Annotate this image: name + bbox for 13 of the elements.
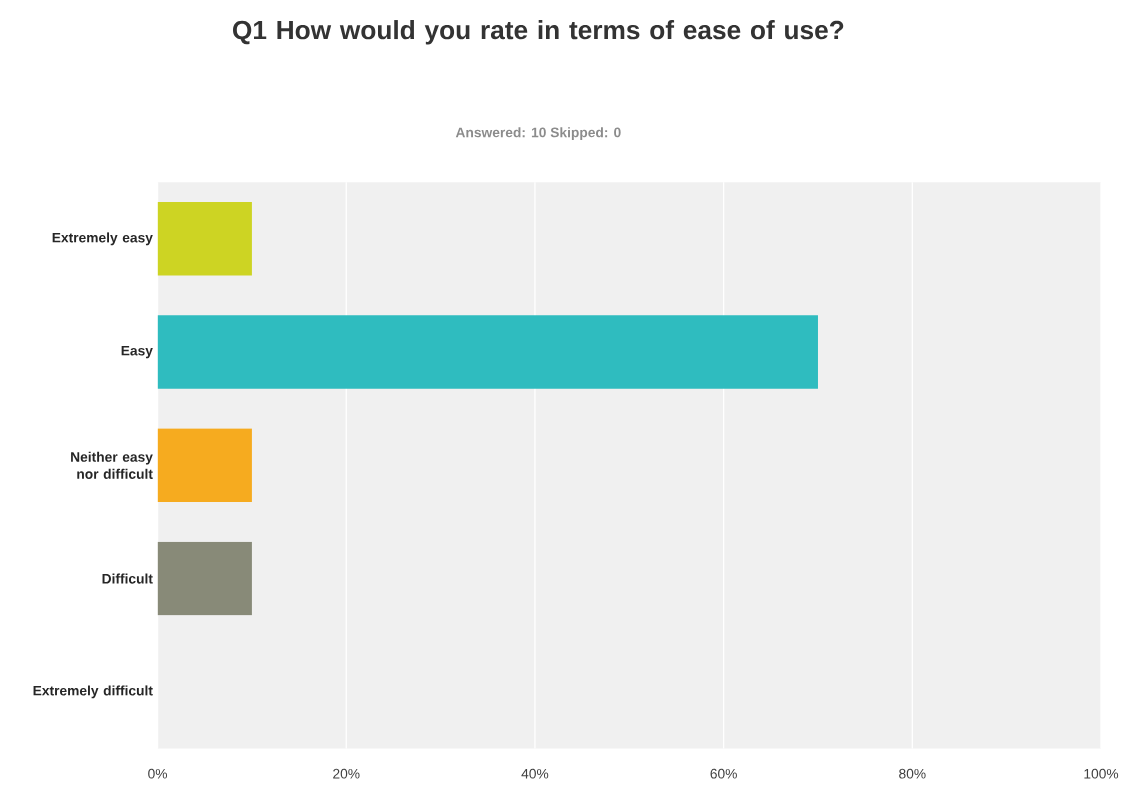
- x-tick-label: 80%: [899, 769, 926, 779]
- y-tick-label: Easy: [121, 346, 153, 359]
- x-tick-label: 0%: [148, 769, 168, 779]
- y-tick-label: Extremely easy: [52, 232, 153, 246]
- x-tick-label: 60%: [710, 769, 737, 779]
- x-tick-label: 100%: [1084, 769, 1119, 779]
- x-tick-label: 40%: [521, 769, 549, 779]
- y-tick-label: Difficult: [102, 573, 153, 584]
- chart-subtitle: Answered: 10 Skipped: 0: [455, 127, 621, 141]
- x-tick-label: 20%: [333, 769, 360, 779]
- y-tick-label: Extremely difficult: [33, 685, 153, 699]
- y-tick-label: Neither easy nor difficult: [71, 451, 153, 480]
- chart-title: Q1 How would you rate in terms of ease of use?: [233, 20, 844, 45]
